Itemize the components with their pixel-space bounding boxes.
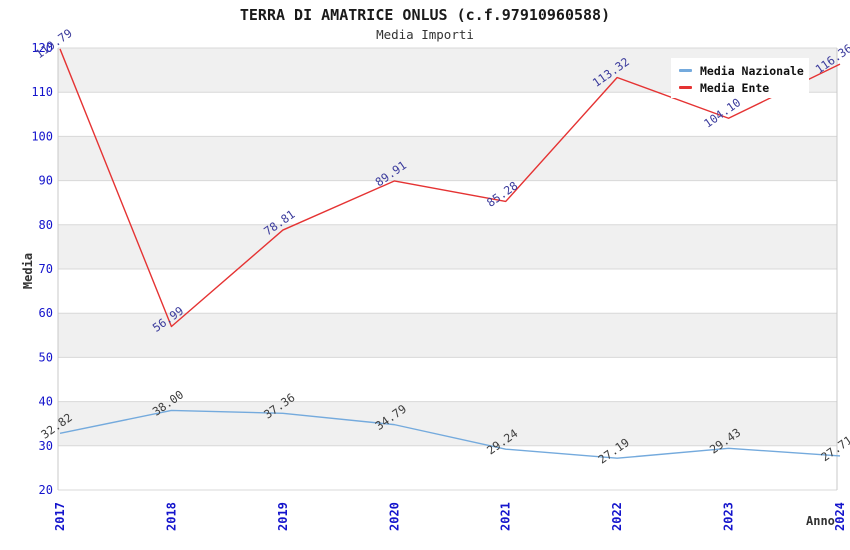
y-tick-label: 100 [31,129,53,143]
x-axis-title: Anno [806,514,835,528]
plot-band [58,92,837,137]
media-nazionale-line-swatch-icon [679,69,692,72]
y-tick-label: 110 [31,85,53,99]
plot-band [58,313,837,358]
plot-band [58,224,837,269]
y-tick-label: 120 [31,41,53,55]
plot-band [58,269,837,314]
plot-band [58,357,837,402]
y-tick-label: 50 [39,350,53,364]
series-line-media-ente [59,48,841,328]
plot-band [58,445,837,490]
chart-title: TERRA DI AMATRICE ONLUS (c.f.97910960588… [239,6,611,24]
series-line-media-nazionale [59,409,841,459]
x-tick-label: 2024 [833,502,847,531]
y-axis-title: Media [21,252,35,290]
x-tick-label: 2022 [610,502,624,531]
media-ente-line-swatch-icon [679,86,692,89]
legend-label-media-ente: Media Ente [700,80,770,95]
plot-band [58,180,837,225]
plot-band [58,401,837,446]
y-tick-label: 70 [39,262,53,276]
y-tick-label: 30 [39,439,53,453]
x-tick-label: 2019 [276,502,290,531]
chart-legend: Media Nazionale Media Ente [671,58,809,98]
legend-label-media-nazionale: Media Nazionale [700,63,804,78]
chart-subtitle: Media Importi [376,27,474,42]
x-tick-label: 2023 [722,502,736,531]
y-tick-label: 20 [39,483,53,497]
legend-item-media-nazionale[interactable]: Media Nazionale [679,62,809,79]
x-tick-label: 2021 [499,502,513,531]
plot-band [58,136,837,181]
y-tick-label: 90 [39,174,53,188]
y-tick-label: 40 [39,395,53,409]
x-tick-label: 2018 [164,502,178,531]
y-tick-label: 80 [39,218,53,232]
legend-item-media-ente[interactable]: Media Ente [679,79,809,96]
x-tick-label: 2017 [53,502,67,531]
y-tick-label: 60 [39,306,53,320]
x-tick-label: 2020 [387,502,401,531]
